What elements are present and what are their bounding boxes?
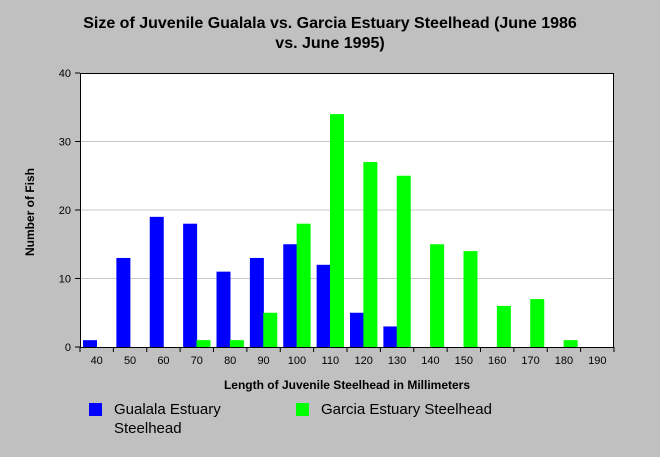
- bar-garcia-80: [229, 340, 244, 347]
- x-tick-label: 70: [191, 355, 203, 367]
- x-tick-label: 80: [224, 355, 236, 367]
- x-tick-label: 120: [355, 355, 373, 367]
- bar-garcia-130: [396, 175, 411, 347]
- x-tick-label: 190: [588, 355, 606, 367]
- bar-garcia-160: [496, 305, 511, 347]
- x-tick-label: 60: [157, 355, 169, 367]
- x-tick-label: 170: [521, 355, 539, 367]
- bar-gualala-120: [350, 312, 364, 347]
- x-tick-label: 160: [488, 355, 506, 367]
- bar-garcia-100: [296, 223, 311, 347]
- bar-gualala-40: [83, 340, 97, 347]
- bar-garcia-90: [263, 312, 278, 347]
- legend-item-garcia: Garcia Estuary Steelhead: [296, 400, 541, 419]
- x-tick-label: 90: [257, 355, 269, 367]
- x-tick-label: 110: [322, 355, 340, 367]
- bar-gualala-60: [149, 216, 164, 347]
- y-tick-label: 40: [59, 68, 71, 80]
- chart-title-line-1: Size of Juvenile Gualala vs. Garcia Estu…: [83, 15, 577, 32]
- bar-garcia-120: [363, 162, 378, 347]
- legend-label-garcia: Garcia Estuary Steelhead: [321, 401, 492, 418]
- x-tick-label: 150: [455, 355, 473, 367]
- bar-garcia-180: [563, 340, 578, 347]
- legend-swatch-garcia: [296, 403, 309, 416]
- x-axis-label: Length of Juvenile Steelhead in Millimet…: [223, 378, 471, 392]
- bar-gualala-80: [216, 271, 231, 347]
- y-tick-label: 30: [59, 137, 71, 149]
- y-axis-label: Number of Fish: [23, 167, 37, 257]
- x-tick-label: 40: [91, 355, 103, 367]
- bar-gualala-90: [249, 257, 264, 347]
- x-tick-label: 130: [388, 355, 406, 367]
- legend-swatch-gualala: [89, 403, 102, 416]
- bar-gualala-100: [283, 244, 298, 347]
- legend-label-gualala: Gualala Estuary Steelhead: [114, 401, 221, 437]
- x-tick-label: 140: [421, 355, 439, 367]
- x-tick-label: 50: [124, 355, 136, 367]
- bar-gualala-130: [383, 326, 398, 347]
- y-tick-label: 20: [59, 205, 71, 217]
- legend-item-gualala: Gualala Estuary Steelhead: [89, 400, 259, 438]
- bar-garcia-70: [196, 340, 211, 347]
- y-tick-label: 10: [59, 274, 71, 286]
- bar-gualala-70: [183, 223, 198, 347]
- chart-title: Size of Juvenile Gualala vs. Garcia Estu…: [0, 14, 660, 54]
- y-tick-label: 0: [65, 342, 71, 354]
- bar-gualala-50: [116, 257, 131, 347]
- bar-garcia-140: [430, 244, 445, 347]
- bar-chart: 0 10 20 30 40 40 50 60 70 80 90 100 110 120 130 140 150 1…: [59, 68, 615, 367]
- x-tick-label: 180: [555, 355, 573, 367]
- bar-garcia-170: [530, 299, 545, 347]
- bar-garcia-150: [463, 251, 478, 347]
- bar-garcia-110: [330, 114, 344, 347]
- chart-title-line-2: vs. June 1995): [275, 35, 385, 52]
- bar-gualala-110: [316, 264, 331, 347]
- x-tick-label: 100: [288, 355, 306, 367]
